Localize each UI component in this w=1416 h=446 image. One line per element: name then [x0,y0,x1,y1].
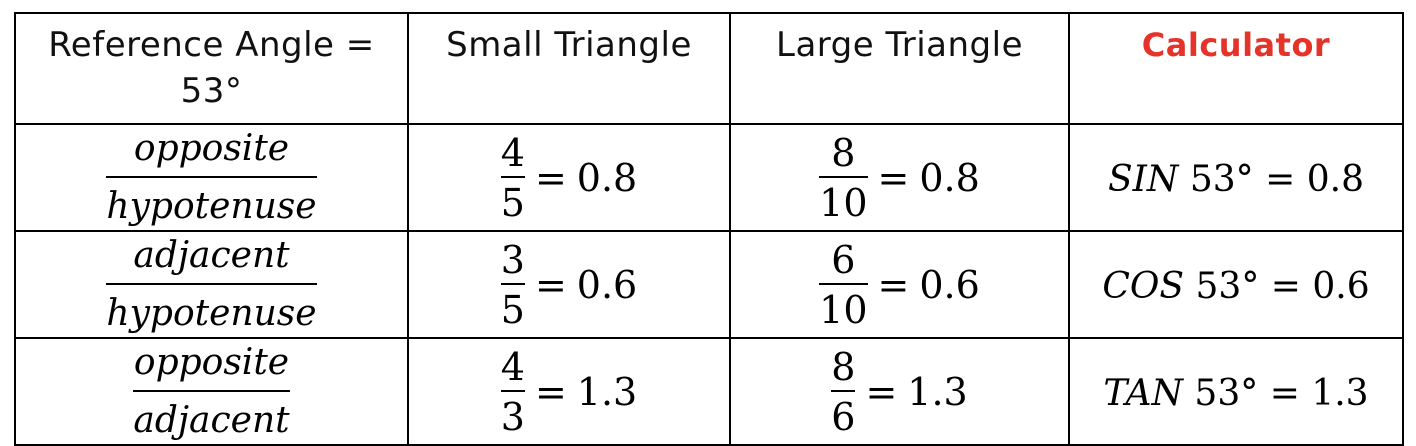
small-fraction: 4 3 [500,345,525,439]
calc-value: 0.6 [1312,265,1370,307]
ratio-denominator: hypotenuse [106,293,317,334]
calc-angle: 53° [1194,372,1259,414]
large-numerator: 8 [831,131,856,175]
small-numerator: 4 [500,345,525,389]
trig-function: TAN [1103,372,1183,414]
table-row: opposite adjacent 4 3 = 1.3 8 [14,337,1404,446]
header-reference-angle: Reference Angle = 53° [14,12,409,125]
calc-angle: 53° [1189,158,1254,200]
fraction-bar [500,390,525,392]
large-denominator: 10 [819,181,868,225]
large-triangle-cell: 8 6 = 1.3 [729,337,1070,446]
small-numerator: 4 [500,131,525,175]
fraction-bar [133,390,290,392]
small-denominator: 3 [500,395,525,439]
fraction-bar [831,390,856,392]
equals-sign: = [865,370,898,414]
small-numerator: 3 [500,238,525,282]
large-numerator: 6 [831,238,856,282]
header-row: Reference Angle = 53° Small Triangle Lar… [14,12,1404,125]
calculator-cell: TAN 53° = 1.3 [1068,337,1404,446]
fraction-bar [819,283,868,285]
trig-function: COS [1102,265,1185,307]
large-numerator: 8 [831,345,856,389]
large-triangle-cell: 8 10 = 0.8 [729,123,1070,232]
ratio-fraction: adjacent hypotenuse [106,233,317,337]
fraction-bar [500,176,525,178]
ratio-numerator: opposite [133,342,290,383]
fraction-bar [819,176,868,178]
ratio-numerator: adjacent [133,235,290,276]
calculator-cell: SIN 53° = 0.8 [1068,123,1404,232]
ratio-fraction: opposite hypotenuse [106,126,317,230]
equals-sign: = [877,263,910,307]
ratio-cell: opposite hypotenuse [14,123,409,232]
equals-sign: = [877,156,910,200]
header-calculator: Calculator [1068,12,1404,125]
fraction-bar [500,283,525,285]
ratio-fraction: opposite adjacent [133,340,290,444]
small-fraction: 3 5 [500,238,525,332]
large-triangle-cell: 6 10 = 0.6 [729,230,1070,339]
calc-value: 1.3 [1311,372,1369,414]
equals-sign: = [1265,158,1296,200]
equals-sign: = [1269,372,1300,414]
equals-sign: = [1270,265,1301,307]
table-row: opposite hypotenuse 4 5 = 0.8 8 [14,123,1404,232]
large-value: 1.3 [907,370,968,414]
small-value: 0.6 [576,263,638,307]
trig-function: SIN [1108,158,1179,200]
calculator-cell: COS 53° = 0.6 [1068,230,1404,339]
ratio-numerator: opposite [133,128,290,169]
large-value: 0.6 [919,263,980,307]
header-small-triangle: Small Triangle [407,12,731,125]
equals-sign: = [534,263,567,307]
ratio-denominator: adjacent [133,400,290,441]
small-fraction: 4 5 [500,131,525,225]
equals-sign: = [534,156,567,200]
small-triangle-cell: 4 3 = 1.3 [407,337,731,446]
small-triangle-cell: 4 5 = 0.8 [407,123,731,232]
large-value: 0.8 [919,156,980,200]
large-fraction: 8 10 [819,131,868,225]
small-denominator: 5 [500,288,525,332]
fraction-bar [106,176,317,178]
fraction-bar [106,283,317,285]
small-value: 0.8 [576,156,638,200]
header-large-triangle: Large Triangle [729,12,1070,125]
trig-ratio-table: Reference Angle = 53° Small Triangle Lar… [14,12,1404,446]
calc-value: 0.8 [1306,158,1364,200]
large-denominator: 6 [831,395,856,439]
small-denominator: 5 [500,181,525,225]
table-row: adjacent hypotenuse 3 5 = 0.6 6 [14,230,1404,339]
ratio-denominator: hypotenuse [106,186,317,227]
large-fraction: 8 6 [831,345,856,439]
ratio-cell: adjacent hypotenuse [14,230,409,339]
large-denominator: 10 [819,288,868,332]
calc-angle: 53° [1195,265,1260,307]
small-value: 1.3 [576,370,638,414]
ratio-cell: opposite adjacent [14,337,409,446]
large-fraction: 6 10 [819,238,868,332]
small-triangle-cell: 3 5 = 0.6 [407,230,731,339]
equals-sign: = [534,370,567,414]
